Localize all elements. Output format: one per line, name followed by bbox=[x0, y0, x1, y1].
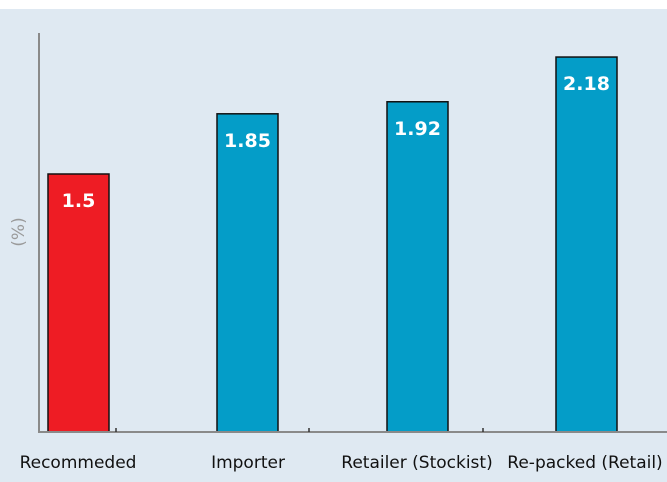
category-labels: Recommeded Importer Retailer (Stockist) Re-… bbox=[20, 453, 663, 473]
data-label-1: 1.5 bbox=[62, 190, 96, 212]
category-label-4: Re-packed (Retail) bbox=[507, 453, 662, 473]
y-axis-title: (%) bbox=[9, 217, 29, 246]
x-ticks bbox=[115, 428, 484, 432]
bar-1 bbox=[47, 173, 110, 433]
category-label-1: Recommeded bbox=[20, 453, 137, 473]
bar-3 bbox=[386, 101, 449, 433]
bar-2 bbox=[216, 113, 279, 433]
category-label-2: Importer bbox=[211, 453, 285, 473]
bar-4 bbox=[555, 56, 618, 433]
data-label-3: 1.92 bbox=[394, 118, 441, 140]
bars: 1.5 1.85 1.92 2.18 bbox=[47, 56, 618, 433]
data-label-4: 2.18 bbox=[563, 73, 610, 95]
category-label-3: Retailer (Stockist) bbox=[341, 453, 492, 473]
data-label-2: 1.85 bbox=[224, 130, 271, 152]
